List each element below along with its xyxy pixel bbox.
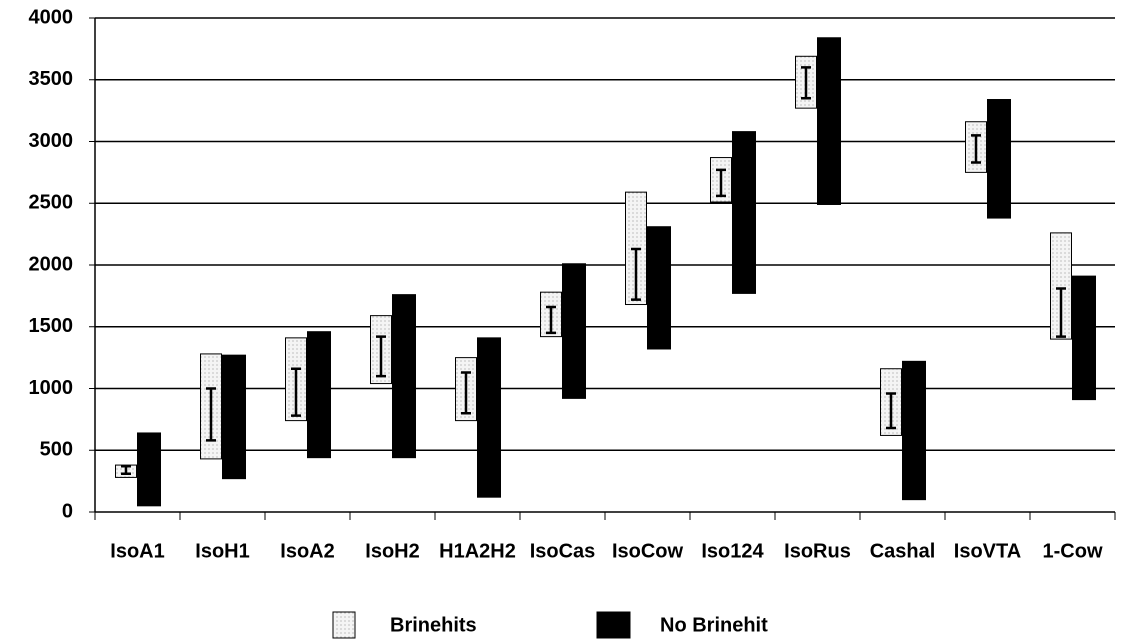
error-bar <box>206 387 216 442</box>
range-bar <box>137 432 161 507</box>
range-bar <box>1050 232 1072 340</box>
x-tick-label: 1-Cow <box>1043 540 1103 562</box>
error-bar <box>1056 287 1066 338</box>
legend-label: Brinehits <box>390 614 477 636</box>
legend-label: No Brinehit <box>660 614 768 636</box>
range-bar <box>392 294 416 459</box>
range-bar <box>732 131 756 294</box>
error-bar <box>886 392 896 430</box>
legend-swatch <box>332 611 356 639</box>
x-tick-label: H1A2H2 <box>439 540 516 562</box>
y-tick-label: 4000 <box>29 6 74 28</box>
legend-swatch <box>596 611 631 639</box>
range-bar <box>477 337 501 498</box>
range-bar <box>1072 275 1096 401</box>
range-bar <box>987 99 1011 219</box>
y-tick-label: 1000 <box>29 377 74 399</box>
error-bar <box>631 247 641 301</box>
range-bar <box>222 354 246 480</box>
range-bar <box>817 37 841 205</box>
x-tick-label: IsoCas <box>530 540 596 562</box>
y-tick-label: 1500 <box>29 315 74 337</box>
x-tick-label: IsoA2 <box>280 540 334 562</box>
error-bar <box>121 465 131 475</box>
range-bar <box>307 331 331 459</box>
y-tick-label: 500 <box>40 439 73 461</box>
error-bar <box>376 335 386 378</box>
x-tick-label: IsoCow <box>612 540 684 562</box>
x-tick-label: IsoA1 <box>110 540 164 562</box>
x-tick-label: Cashal <box>870 540 936 562</box>
range-bar <box>902 360 926 501</box>
error-bar <box>291 367 301 417</box>
x-tick-label: IsoVTA <box>954 540 1021 562</box>
y-tick-label: 2500 <box>29 192 74 214</box>
range-bar <box>562 263 586 399</box>
error-bar <box>971 134 981 164</box>
x-tick-label: Iso124 <box>701 540 764 562</box>
x-tick-label: IsoH1 <box>195 540 249 562</box>
y-tick-label: 3000 <box>29 130 74 152</box>
x-tick-label: IsoRus <box>784 540 851 562</box>
range-bar <box>647 226 671 350</box>
y-tick-label: 0 <box>62 500 73 522</box>
y-tick-label: 2000 <box>29 253 74 275</box>
error-bar <box>801 66 811 100</box>
error-bar <box>716 168 726 198</box>
y-tick-label: 3500 <box>29 68 74 90</box>
error-bar <box>461 371 471 415</box>
error-bar <box>546 305 556 335</box>
x-tick-label: IsoH2 <box>365 540 419 562</box>
